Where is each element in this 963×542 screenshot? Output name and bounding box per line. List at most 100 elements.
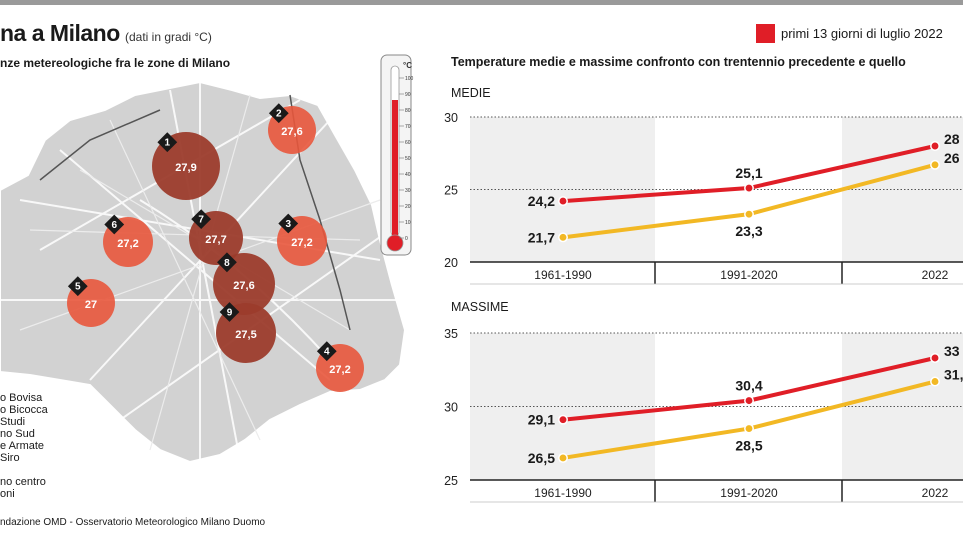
zone-badge <box>104 214 125 235</box>
data-label: 33 <box>944 343 960 359</box>
zone-value: 27,7 <box>205 234 226 246</box>
zone-9: 927,5 <box>216 302 276 363</box>
data-label: 26,5 <box>528 450 555 466</box>
chart-medie: 20 25 30 1961-1990 1991-2020 2022 24,2 25,1 28 21… <box>444 111 963 285</box>
zone-3: 327,2 <box>277 213 327 266</box>
zone-value: 27,2 <box>117 238 138 250</box>
zone-number: 5 <box>75 282 81 293</box>
data-point <box>744 395 754 406</box>
zone-name: oni <box>0 488 15 500</box>
zone-number: 9 <box>227 308 233 319</box>
y-tick-label: 30 <box>444 401 458 415</box>
zone-number: 8 <box>224 258 230 269</box>
zone-badge <box>219 302 240 322</box>
data-label: 24,2 <box>528 193 555 209</box>
data-label: 21,7 <box>528 229 555 245</box>
data-point <box>558 453 568 463</box>
data-point <box>744 423 754 434</box>
zone-badge <box>191 209 212 229</box>
x-tick-label: 1991-2020 <box>720 268 778 282</box>
zone-name: Studi <box>0 416 26 428</box>
data-label: 30,4 <box>735 378 762 394</box>
data-point <box>558 196 568 207</box>
zone-name: no Sud <box>0 428 35 440</box>
zone-value: 27,5 <box>235 329 256 341</box>
zone-name: no centro <box>0 476 46 488</box>
data-label: 23,3 <box>735 223 762 239</box>
thermo-tick-label: 10 <box>405 220 411 226</box>
data-point <box>930 159 940 170</box>
thermo-tick-label: 100 <box>405 76 414 82</box>
zone-value: 27,2 <box>329 364 350 376</box>
zone-value: 27 <box>85 299 97 311</box>
page-title: na a Milano <box>0 20 120 46</box>
data-label: 28 <box>944 131 960 147</box>
zones-layer: 127,9227,6327,2427,2527627,2727,7827,692… <box>67 103 364 392</box>
thermo-tick-label: 60 <box>405 140 411 146</box>
data-label: 31, <box>944 367 963 383</box>
zone-7: 727,7 <box>189 209 243 265</box>
panel-label-medie: MEDIE <box>451 86 491 100</box>
panel-label-massime: MASSIME <box>451 300 509 314</box>
data-point <box>930 353 940 363</box>
zone-value: 27,2 <box>291 237 312 249</box>
zone-name: e Armate <box>0 440 45 452</box>
zone-badge <box>157 132 178 153</box>
y-tick-label: 30 <box>444 111 458 125</box>
data-point <box>558 414 568 425</box>
zone-number: 1 <box>165 138 171 149</box>
source-note: ndazione OMD - Osservatorio Meteorologic… <box>0 517 266 528</box>
zone-value: 27,6 <box>281 126 302 138</box>
y-tick-label: 35 <box>444 327 458 341</box>
legend: primi 13 giorni di luglio 2022 <box>756 24 943 43</box>
zone-8: 827,6 <box>213 252 275 315</box>
zone-name: o Bicocca <box>0 404 48 416</box>
x-tick-label: 1961-1990 <box>534 486 592 500</box>
x-tick-label: 1991-2020 <box>720 486 778 500</box>
x-tick-label: 2022 <box>922 268 949 282</box>
zone-number: 7 <box>198 215 204 226</box>
zone-number: 3 <box>285 219 291 230</box>
zone-number: 6 <box>111 220 117 231</box>
legend-label: primi 13 giorni di luglio 2022 <box>781 26 943 41</box>
zone-2: 227,6 <box>268 103 316 154</box>
unit-note: (dati in gradi °C) <box>125 30 212 44</box>
thermo-tick-label: 80 <box>405 108 411 114</box>
data-label: 29,1 <box>528 412 555 428</box>
zone-5: 5 27 <box>67 276 115 327</box>
zone-number: 4 <box>324 347 330 358</box>
zone-6: 627,2 <box>103 214 153 267</box>
data-label: 26 <box>944 150 960 166</box>
thermo-tick-label: 30 <box>405 188 411 194</box>
data-point <box>930 376 940 387</box>
map-subtitle: nze metereologiche fra le zone di Milano <box>0 56 231 70</box>
zone-names-list: o Bovisa o Bicocca Studi no Sud e Armate Siro… <box>0 392 48 500</box>
zone-name: Siro <box>0 452 20 464</box>
zone-number: 2 <box>276 109 282 120</box>
zone-badge <box>67 276 88 297</box>
zone-value: 27,6 <box>233 280 254 292</box>
data-label: 28,5 <box>735 438 762 454</box>
zone-4: 427,2 <box>316 341 364 392</box>
thermometer-unit: °C <box>403 61 412 70</box>
top-rule <box>0 0 963 5</box>
x-tick-label: 1961-1990 <box>534 268 592 282</box>
zone-1: 127,9 <box>152 132 220 200</box>
thermo-tick-label: 70 <box>405 124 411 130</box>
zone-value: 27,9 <box>175 162 196 174</box>
y-tick-label: 25 <box>444 184 458 198</box>
y-tick-label: 20 <box>444 256 458 270</box>
thermo-tick-label: 0 <box>405 236 408 242</box>
data-point <box>744 209 754 220</box>
data-point <box>744 183 754 194</box>
data-label: 25,1 <box>735 165 762 181</box>
zone-name: o Bovisa <box>0 392 43 404</box>
zone-badge <box>278 213 299 234</box>
data-point <box>930 141 940 151</box>
thermo-tick-label: 90 <box>405 92 411 98</box>
thermo-tick-label: 40 <box>405 172 411 178</box>
